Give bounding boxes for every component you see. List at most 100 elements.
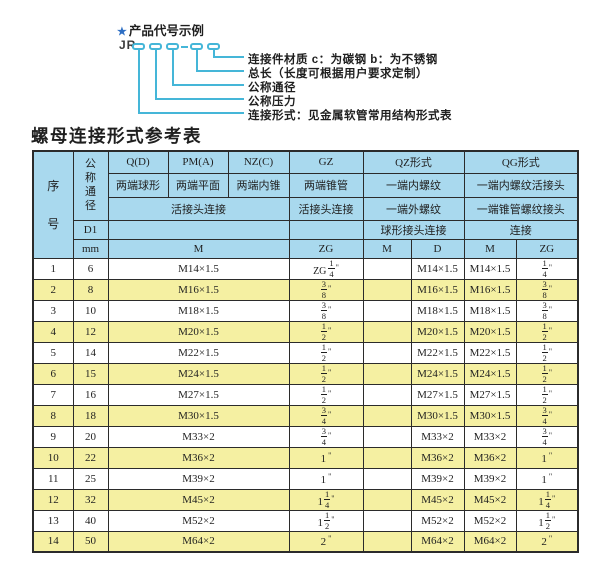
header-gz-union: 活接头连接 — [288, 196, 364, 221]
cell-m-qz — [362, 488, 412, 511]
header-qg-desc1: 一端内螺纹活接头 — [463, 172, 579, 198]
connector-line — [172, 84, 244, 86]
table-row: 14 50 M64×2 2 " M64×2 M64×2 2 " — [32, 530, 579, 553]
table-row: 6 15 M24×1.5 1 2 " M24×1.5 M24×1.5 1 2 " — [32, 362, 579, 385]
cell-zg-gz: 3 8 " — [288, 278, 364, 301]
cell-seq: 8 — [32, 404, 74, 427]
inch-mark: " — [548, 388, 553, 398]
diagram-label-nominal-diameter: 公称通径 — [248, 82, 296, 94]
cell-m-qz — [362, 509, 412, 532]
product-code-heading-text: 产品代号示例 — [128, 24, 204, 38]
cell-m-qz — [362, 467, 412, 490]
code-box-4 — [190, 43, 203, 50]
header-mm: mm — [72, 238, 109, 259]
cell-seq: 6 — [32, 362, 74, 385]
cell-d-qz: M33×2 — [410, 425, 465, 448]
table-row: 11 25 M39×2 1 " M39×2 M39×2 1 " — [32, 467, 579, 490]
header-nz: NZ(C) — [227, 150, 290, 174]
cell-d-qz: M20×1.5 — [410, 320, 465, 343]
header-qz-desc1: 一端内螺纹 — [362, 172, 465, 198]
cell-zg-gz: ZG 1 4 " — [288, 257, 364, 280]
cell-zg-qg: 1 2 " — [515, 383, 579, 406]
inch-mark: " — [548, 409, 553, 419]
cell-m-qg: M33×2 — [463, 425, 517, 448]
header-qg-desc3: 连接 — [463, 219, 579, 240]
cell-m-qz — [362, 278, 412, 301]
cell-m-qg: M64×2 — [463, 530, 517, 553]
cell-zg-gz: 2 " — [288, 530, 364, 553]
header-q-desc: 两端球形 — [107, 172, 169, 198]
cell-zg-qg: 1 " — [515, 467, 579, 490]
cell-mm: 6 — [72, 257, 109, 280]
cell-seq: 11 — [32, 467, 74, 490]
inch-mark: " — [327, 325, 332, 335]
connector-line — [138, 112, 244, 114]
code-separator — [181, 46, 188, 48]
cell-m: M33×2 — [107, 425, 290, 448]
cell-zg-qg: 1 2 " — [515, 362, 579, 385]
cell-zg-gz: 1 " — [288, 446, 364, 469]
header-empty — [107, 219, 290, 240]
cell-zg-qg: 1 " — [515, 446, 579, 469]
table-row: 7 16 M27×1.5 1 2 " M27×1.5 M27×1.5 1 2 " — [32, 383, 579, 406]
inch-mark: " — [335, 262, 339, 272]
table-row: 8 18 M30×1.5 3 4 " M30×1.5 M30×1.5 3 4 " — [32, 404, 579, 427]
table-row: 10 22 M36×2 1 " M36×2 M36×2 1 " — [32, 446, 579, 469]
inch-mark: " — [548, 430, 553, 440]
inch-mark: " — [548, 367, 553, 377]
inch-mark: " — [327, 388, 332, 398]
cell-mm: 16 — [72, 383, 109, 406]
inch-mark: " — [548, 346, 553, 356]
cell-zg-qg: 2 " — [515, 530, 579, 553]
inch-mark: " — [327, 283, 332, 293]
cell-d-qz: M45×2 — [410, 488, 465, 511]
connector-line — [155, 50, 157, 100]
header-seq: 序号 — [32, 150, 74, 259]
cell-mm: 22 — [72, 446, 109, 469]
inch-mark: " — [328, 534, 332, 544]
cell-m-qg: M24×1.5 — [463, 362, 517, 385]
cell-m-qg: M45×2 — [463, 488, 517, 511]
cell-m: M45×2 — [107, 488, 290, 511]
cell-d-qz: M36×2 — [410, 446, 465, 469]
cell-zg-qg: 1 1 2 " — [515, 509, 579, 532]
inch-mark: " — [548, 283, 553, 293]
code-box-2 — [149, 43, 162, 50]
cell-mm: 50 — [72, 530, 109, 553]
cell-zg-qg: 3 4 " — [515, 404, 579, 427]
cell-mm: 10 — [72, 299, 109, 322]
cell-m: M64×2 — [107, 530, 290, 553]
cell-m-qz — [362, 446, 412, 469]
header-d1: D1 — [72, 219, 109, 240]
cell-d-qz: M30×1.5 — [410, 404, 465, 427]
product-code-heading: ★ 产品代号示例 — [117, 20, 204, 39]
cell-mm: 8 — [72, 278, 109, 301]
cell-zg-gz: 1 2 " — [288, 383, 364, 406]
cell-m-qz — [362, 320, 412, 343]
diagram-label-connection-form: 连接形式：见金属软管常用结构形式表 — [248, 110, 452, 122]
cell-seq: 9 — [32, 425, 74, 448]
header-m-qz: M — [362, 238, 412, 259]
cell-zg-gz: 1 1 2 " — [288, 509, 364, 532]
cell-m: M39×2 — [107, 467, 290, 490]
cell-zg-gz: 3 4 " — [288, 404, 364, 427]
cell-zg-gz: 1 2 " — [288, 320, 364, 343]
cell-m-qg: M22×1.5 — [463, 341, 517, 364]
header-qz-form: QZ形式 — [362, 150, 465, 174]
diagram-label-material: 连接件材质 c：为碳钢 b：为不锈钢 — [248, 54, 438, 66]
cell-m: M52×2 — [107, 509, 290, 532]
cell-m-qg: M27×1.5 — [463, 383, 517, 406]
cell-d-qz: M18×1.5 — [410, 299, 465, 322]
table-row: 2 8 M16×1.5 3 8 " M16×1.5 M16×1.5 3 8 " — [32, 278, 579, 301]
code-box-1 — [132, 43, 145, 50]
